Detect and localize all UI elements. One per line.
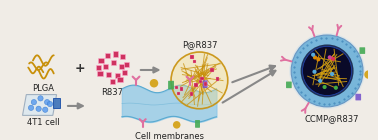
Text: PLGA: PLGA [33,84,54,93]
Bar [111,60,116,65]
FancyBboxPatch shape [195,120,200,128]
Bar [110,79,115,84]
Bar [194,83,198,87]
Text: P@R837: P@R837 [182,40,217,49]
Text: CCMP@R837: CCMP@R837 [305,114,359,123]
Circle shape [43,107,48,112]
FancyBboxPatch shape [359,47,365,54]
FancyBboxPatch shape [286,81,292,88]
Bar [115,73,120,78]
FancyBboxPatch shape [355,94,361,100]
Bar [177,92,180,95]
Circle shape [330,72,334,76]
Bar [203,82,207,86]
Circle shape [28,105,34,110]
Circle shape [31,100,37,105]
Circle shape [289,33,365,109]
Bar [98,71,103,76]
Bar [193,60,196,63]
Bar [190,55,194,59]
Circle shape [36,106,41,111]
Circle shape [171,52,228,109]
Bar [103,64,108,69]
Text: Cell membranes: Cell membranes [135,132,204,140]
Bar [113,51,118,57]
Bar [180,87,183,91]
Circle shape [334,86,338,90]
Circle shape [312,70,316,74]
Bar [120,54,125,59]
Circle shape [291,35,363,107]
Circle shape [47,101,53,107]
Circle shape [38,96,43,101]
Bar [117,77,122,82]
Bar [98,58,104,63]
Circle shape [331,57,335,61]
Circle shape [302,46,352,95]
Circle shape [328,55,332,60]
Circle shape [45,100,50,105]
Bar [96,65,101,70]
Circle shape [301,45,353,97]
FancyBboxPatch shape [168,81,174,89]
Bar [122,70,127,75]
Circle shape [364,70,373,79]
Circle shape [316,57,321,61]
Circle shape [318,79,322,83]
Text: +: + [75,62,85,75]
Bar [210,68,214,72]
Circle shape [311,53,315,57]
Bar [199,80,202,83]
Bar [106,72,111,77]
Bar [175,86,178,89]
Text: R837: R837 [101,88,123,97]
Bar [190,92,193,96]
Bar [200,77,204,80]
Text: 4T1 cell: 4T1 cell [27,118,60,127]
Circle shape [313,55,317,60]
Bar [119,64,124,69]
Polygon shape [23,95,57,115]
Circle shape [173,121,180,129]
Polygon shape [53,98,60,108]
Circle shape [150,79,158,88]
Bar [215,77,219,80]
Bar [124,62,129,67]
FancyBboxPatch shape [203,80,208,88]
Bar [105,53,110,58]
Circle shape [322,85,327,89]
